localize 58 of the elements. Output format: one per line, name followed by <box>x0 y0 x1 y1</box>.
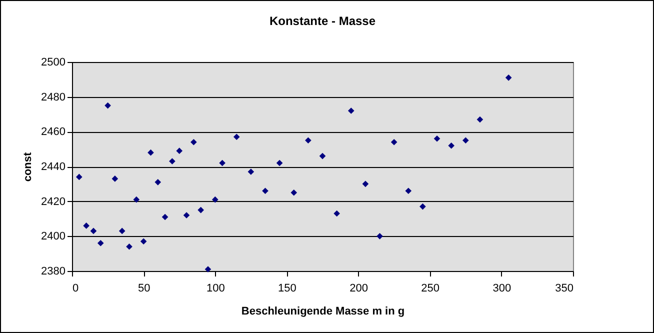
point <box>262 188 268 194</box>
y-axis-title: const <box>22 152 34 182</box>
y-tick-label: 2380 <box>41 266 66 278</box>
point <box>76 174 82 180</box>
point <box>90 228 97 234</box>
point <box>462 137 469 144</box>
point <box>126 243 132 250</box>
point <box>448 142 454 149</box>
point <box>348 108 354 114</box>
y-tick-label: 2500 <box>41 56 66 68</box>
x-tick-label: 350 <box>555 282 574 294</box>
point <box>248 168 254 175</box>
x-tick-label: 300 <box>492 282 512 294</box>
point <box>83 222 90 229</box>
y-tick-label: 2420 <box>41 196 66 208</box>
y-tick-label: 2460 <box>41 126 66 138</box>
point <box>140 238 147 245</box>
point <box>334 210 340 217</box>
point <box>162 214 168 220</box>
x-tick-label: 150 <box>278 282 296 294</box>
y-tick-label: 2440 <box>41 161 66 173</box>
y-tick-label: 2480 <box>41 91 66 104</box>
point <box>176 148 183 154</box>
point <box>276 160 283 166</box>
point <box>376 233 383 240</box>
point <box>169 158 176 164</box>
point <box>112 176 118 182</box>
x-tick-label: 0 <box>72 282 79 294</box>
point <box>476 116 484 123</box>
point <box>198 206 204 214</box>
point <box>133 196 140 203</box>
chart-title: Konstante - Masse <box>269 14 376 28</box>
x-axis-title: Beschleunigende Masse m in g <box>241 306 405 318</box>
point <box>104 102 111 109</box>
x-tick-label: 200 <box>350 282 368 294</box>
point <box>290 189 298 196</box>
point <box>434 135 440 142</box>
x-tick-label: 50 <box>138 282 150 294</box>
point <box>204 266 212 272</box>
y-tick-label: 2400 <box>41 230 66 243</box>
point <box>212 196 218 203</box>
x-tick-label: 250 <box>421 282 440 294</box>
point <box>505 74 512 81</box>
point <box>190 138 197 146</box>
point <box>305 137 312 144</box>
point <box>420 203 426 210</box>
point <box>362 180 369 188</box>
x-tick-label: 100 <box>206 282 225 294</box>
point <box>97 240 104 246</box>
point <box>118 228 126 234</box>
point <box>390 138 398 146</box>
point <box>405 188 412 194</box>
point <box>233 134 240 140</box>
point <box>319 152 326 160</box>
point <box>183 212 190 218</box>
point <box>154 179 162 186</box>
point <box>148 149 154 156</box>
point <box>219 160 226 166</box>
